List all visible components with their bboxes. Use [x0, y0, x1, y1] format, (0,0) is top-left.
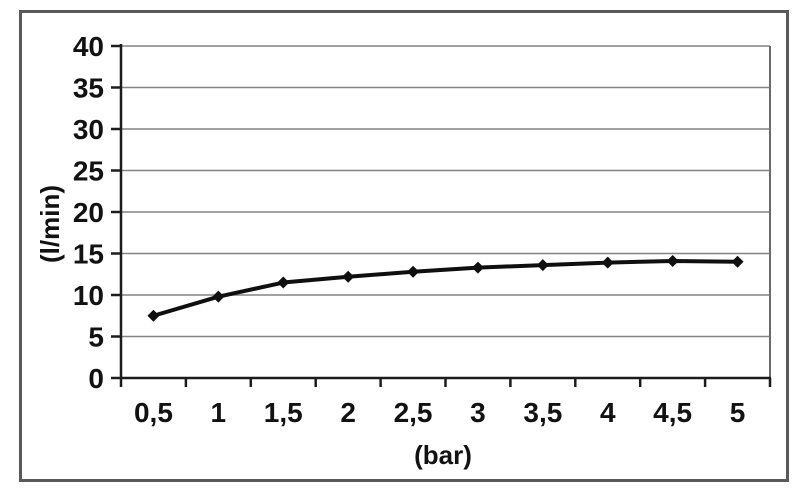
x-tick-label: 5: [730, 397, 746, 428]
data-point-marker: [471, 261, 484, 274]
data-point-marker: [666, 254, 679, 267]
data-point-marker: [731, 255, 744, 268]
y-tick-label: 10: [73, 280, 104, 311]
data-point-marker: [147, 309, 160, 322]
y-tick-label: 20: [73, 197, 104, 228]
series-line: [151, 258, 740, 318]
x-tick-label: 1: [211, 397, 227, 428]
x-tick-label: 3,5: [523, 397, 562, 428]
x-tick-label: 3: [470, 397, 486, 428]
x-tick-label: 0,5: [134, 397, 173, 428]
data-point-marker: [212, 290, 225, 303]
x-tick-label: 2,5: [394, 397, 433, 428]
chart-frame: [19, 10, 789, 482]
y-tick-label: 35: [73, 73, 104, 104]
x-tick-label: 1,5: [264, 397, 303, 428]
data-point-marker: [407, 265, 420, 278]
y-tick-label: 40: [73, 31, 104, 62]
x-tick-label: 4,5: [653, 397, 692, 428]
y-axis-title: (l/min): [35, 185, 65, 263]
x-tick-label: 4: [600, 397, 616, 428]
x-axis-title: (bar): [414, 440, 472, 470]
y-tick-label: 0: [88, 363, 104, 394]
data-point-marker: [601, 256, 614, 269]
data-point-marker: [536, 259, 549, 272]
x-tick-label: 2: [340, 397, 356, 428]
y-tick-label: 5: [88, 322, 104, 353]
y-tick-label: 25: [73, 156, 104, 187]
y-tick-label: 15: [73, 239, 104, 270]
y-tick-label: 30: [73, 114, 104, 145]
data-point-marker: [277, 276, 290, 289]
data-point-marker: [342, 270, 355, 283]
